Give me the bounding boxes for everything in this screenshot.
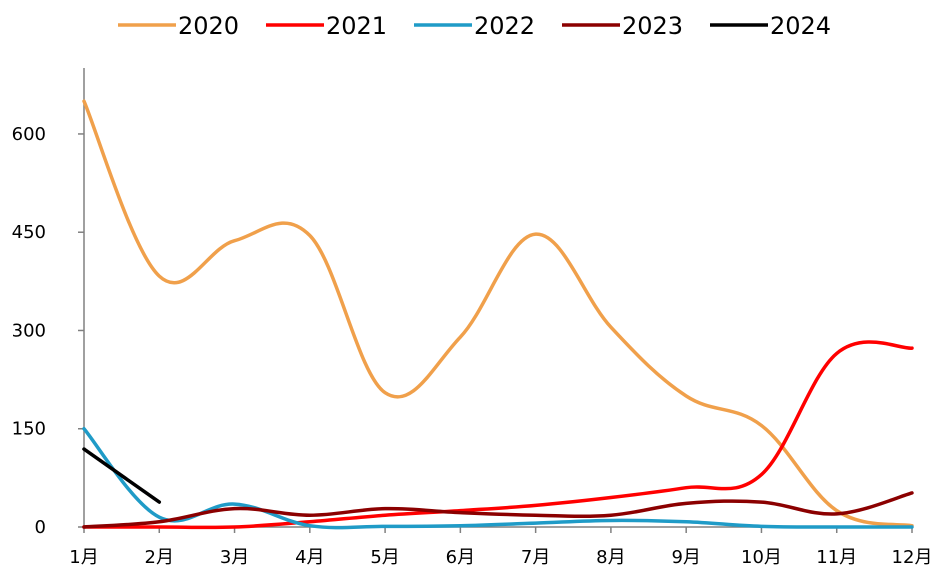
legend-entry-2022: 2022	[414, 12, 535, 40]
legend-label: 2024	[770, 12, 831, 40]
legend-entry-2024: 2024	[710, 12, 831, 40]
x-tick-label: 1月	[69, 547, 98, 568]
legend-entry-2023: 2023	[562, 12, 683, 40]
x-tick-label: 2月	[145, 547, 174, 568]
legend-entry-2021: 2021	[266, 12, 387, 40]
x-tick-label: 9月	[671, 547, 700, 568]
x-tick-label: 12月	[892, 547, 933, 568]
x-tick-label: 4月	[295, 547, 324, 568]
legend-label: 2022	[474, 12, 535, 40]
series-line-2023	[82, 491, 914, 529]
y-tick-label: 150	[12, 419, 46, 440]
y-tick-label: 300	[12, 320, 46, 341]
series-line-2021	[82, 340, 914, 530]
series-lines	[82, 99, 914, 530]
legend-label: 2023	[622, 12, 683, 40]
x-tick-label: 11月	[816, 547, 857, 568]
legend-entry-2020: 2020	[118, 12, 239, 40]
series-line-2020	[82, 99, 914, 528]
x-tick-label: 5月	[370, 547, 399, 568]
x-tick-label: 7月	[521, 547, 550, 568]
y-tick-label: 0	[35, 517, 46, 538]
series-line-2024	[82, 447, 162, 504]
x-tick-label: 6月	[446, 547, 475, 568]
y-tick-label: 600	[12, 124, 46, 145]
x-tick-label: 3月	[220, 547, 249, 568]
x-tick-label: 10月	[741, 547, 782, 568]
axes: 0 150 300 450 600 1月 2月 3月 4月 5月 6月 7月 8月 9月 10月 11月 12月	[12, 68, 933, 568]
series-line-2022	[82, 426, 914, 530]
legend: 2020 2021 2022 2023 2024	[118, 12, 831, 40]
legend-label: 2020	[178, 12, 239, 40]
y-tick-label: 450	[12, 222, 46, 243]
legend-label: 2021	[326, 12, 387, 40]
x-tick-label: 8月	[596, 547, 625, 568]
